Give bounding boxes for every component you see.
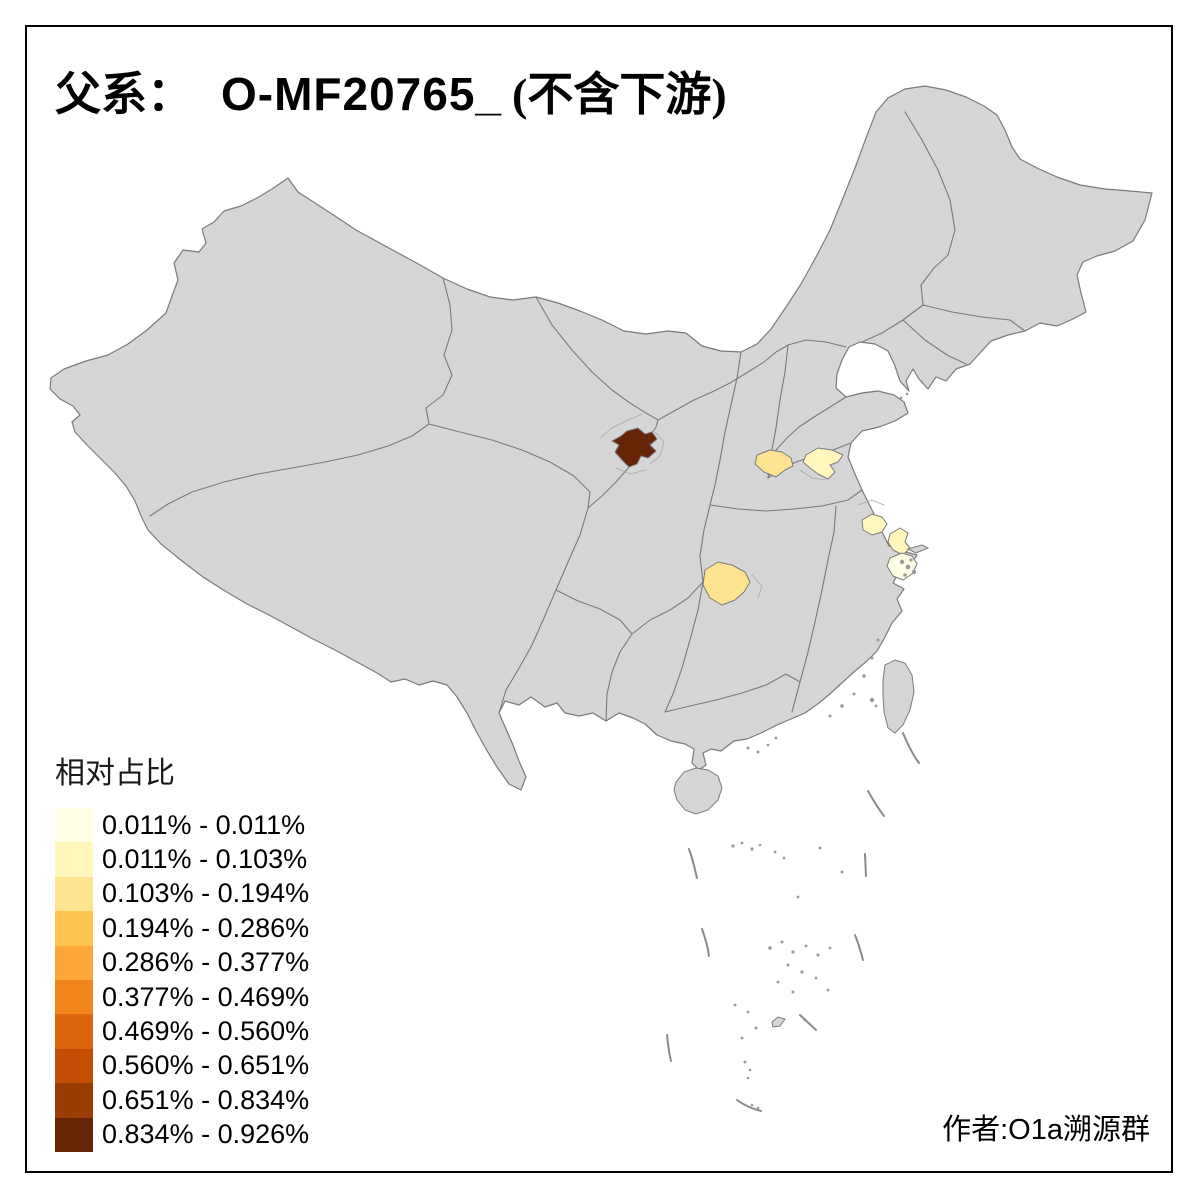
legend-item-label: 0.377% - 0.469% <box>102 981 310 1012</box>
border-anhui-jiangxi <box>791 505 837 713</box>
legend-item-label: 0.011% - 0.011% <box>102 809 306 840</box>
legend-swatch <box>55 1014 93 1049</box>
dash-segment <box>902 732 920 764</box>
highlighted-regions <box>611 427 918 606</box>
region-lanzhou <box>611 427 658 468</box>
legend-swatch <box>55 945 93 980</box>
border-hinggan <box>904 111 956 306</box>
chongming-island <box>906 544 930 554</box>
border-heilongjiang-jilin <box>922 304 1026 332</box>
border-xinjiang <box>149 277 453 517</box>
taiwan-island <box>882 659 915 734</box>
border-guangdong-north <box>664 673 801 713</box>
legend-swatch <box>55 842 93 877</box>
border-henan-hubei <box>709 489 863 512</box>
map-title: 父系： O-MF20765_ (不含下游) <box>55 58 727 124</box>
prefecture-line <box>649 431 665 465</box>
legend-swatch <box>55 1048 93 1084</box>
title-zh-suffix: (不含下游) <box>512 69 727 120</box>
legend-swatch <box>55 911 93 946</box>
legend-row: 0.286% - 0.377% <box>55 945 310 980</box>
legend-row: 0.194% - 0.286% <box>55 911 310 946</box>
title-haplogroup-code: O-MF20765_ <box>221 68 503 120</box>
border-innermongolia-south <box>657 339 847 421</box>
hainan-island <box>673 767 723 815</box>
border-yunnan-sichuan <box>555 589 633 635</box>
title-zh-prefix: 父系： <box>55 69 193 120</box>
legend-item-label: 0.651% - 0.834% <box>102 1084 310 1115</box>
prefecture-line <box>599 413 643 439</box>
border-hunan-west <box>664 504 711 713</box>
border-innermongolia-west <box>535 296 659 421</box>
prefecture-borders <box>599 413 885 599</box>
coastal-islets <box>746 392 909 754</box>
legend-row: 0.651% - 0.834% <box>55 1083 310 1118</box>
legend-row: 0.011% - 0.103% <box>55 842 309 877</box>
legend-row: 0.377% - 0.469% <box>55 979 310 1015</box>
legend-item-label: 0.560% - 0.651% <box>102 1050 310 1081</box>
legend-items: 0.011% - 0.011% 0.011% - 0.103% 0.103% - 0… <box>55 808 309 1152</box>
legend-swatch <box>55 876 93 912</box>
prefecture-line <box>615 467 647 475</box>
border-hebei-shandong <box>767 396 847 479</box>
dash-segment <box>854 934 864 961</box>
legend-item-label: 0.103% - 0.194% <box>102 878 310 909</box>
dash-segment <box>666 1034 672 1062</box>
border-shaanxi-shanxi <box>709 351 742 506</box>
legend-row: 0.834% - 0.926% <box>55 1117 310 1152</box>
border-jilin-liaoning <box>902 319 967 365</box>
legend-item-label: 0.011% - 0.103% <box>102 844 308 875</box>
region-shanxi-south <box>754 449 794 478</box>
legend-swatch <box>55 1117 93 1152</box>
border-qinghai-north <box>428 423 591 509</box>
legend: 相对占比 0.011% - 0.011% 0.011% - 0.103% 0.103… <box>55 748 309 1152</box>
dash-segment <box>701 928 710 957</box>
nine-dash-line <box>666 732 920 1112</box>
legend-swatch <box>55 979 93 1015</box>
dash-segment <box>864 853 867 877</box>
legend-item-label: 0.469% - 0.560% <box>102 1016 310 1047</box>
legend-item-label: 0.286% - 0.377% <box>102 947 310 978</box>
zhoushan-archipelago <box>899 558 917 577</box>
legend-title: 相对占比 <box>55 757 175 790</box>
scs-islet <box>771 1016 786 1028</box>
legend-swatch <box>55 1083 93 1118</box>
border-jilin-west <box>861 304 924 343</box>
legend-row: 0.103% - 0.194% <box>55 876 310 912</box>
islands <box>673 392 930 1110</box>
legend-item-label: 0.194% - 0.286% <box>102 912 310 943</box>
border-tibet-east <box>498 507 589 714</box>
prefecture-line <box>799 469 827 481</box>
dash-segment <box>867 790 885 817</box>
dash-segment <box>688 848 698 879</box>
prefecture-line <box>857 499 885 506</box>
legend-row: 0.560% - 0.651% <box>55 1048 310 1084</box>
dash-segment <box>799 1014 817 1031</box>
legend-row: 0.011% - 0.011% <box>55 808 309 843</box>
legend-item-label: 0.834% - 0.926% <box>102 1119 310 1150</box>
legend-row: 0.469% - 0.560% <box>55 1014 310 1049</box>
region-chongqing <box>702 561 751 606</box>
plot-frame <box>25 25 1173 1173</box>
author-credit: 作者:O1a溯源群 <box>942 1114 1150 1146</box>
region-henan-north <box>802 447 844 480</box>
legend-swatch <box>55 808 93 843</box>
south-china-sea-islets <box>731 841 844 1110</box>
region-jiangsu-mid <box>861 513 888 536</box>
dash-segment <box>736 1099 762 1112</box>
prefecture-line <box>751 574 763 599</box>
